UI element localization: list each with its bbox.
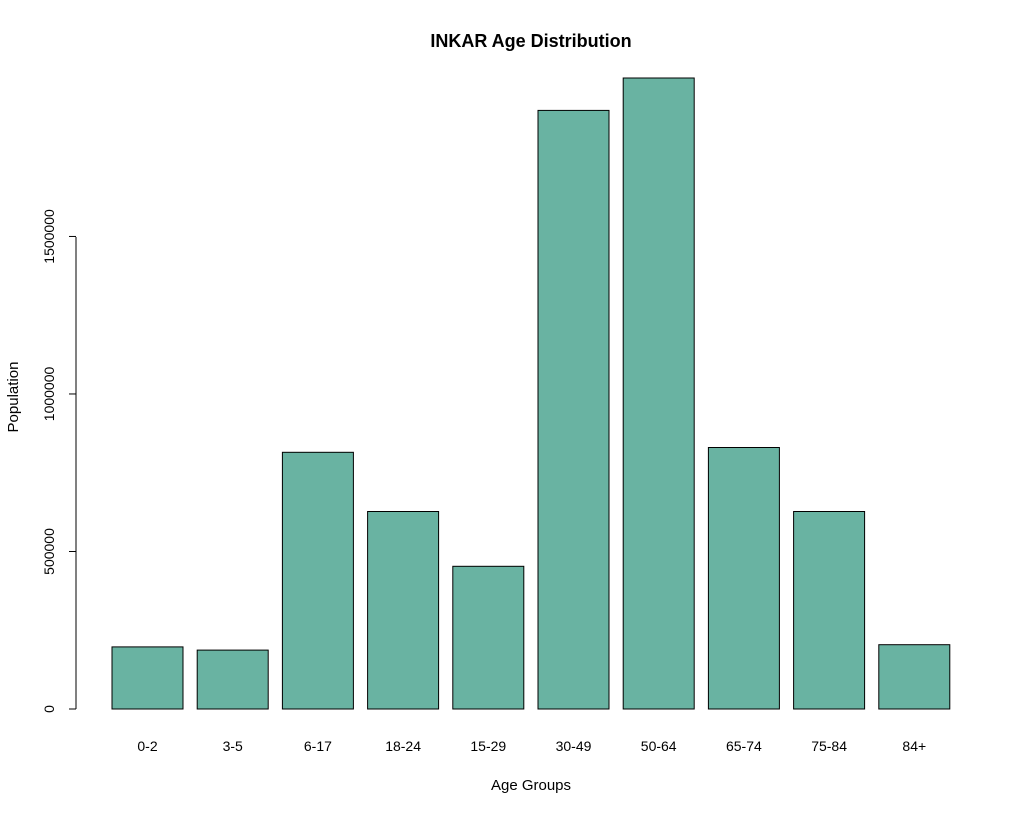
x-tick-label: 30-49	[556, 738, 592, 754]
x-tick-label: 3-5	[223, 738, 243, 754]
bar-84+	[878, 644, 951, 710]
x-axis-labels: 0-2 3-5 6-17 18-24 15-29 30-49 50-64 65-74 75-84…	[137, 738, 926, 754]
y-axis-title: Population	[5, 362, 22, 433]
bar-15-29	[452, 565, 525, 710]
bar-65-74	[707, 447, 780, 710]
x-tick-label: 75-84	[811, 738, 847, 754]
bar-3-5	[196, 649, 269, 710]
x-tick-label: 6-17	[304, 738, 332, 754]
y-tick-label: 1500000	[41, 209, 57, 264]
bar-50-64	[622, 77, 695, 710]
bar-6-17	[281, 451, 354, 710]
x-tick-label: 65-74	[726, 738, 762, 754]
x-tick-label: 50-64	[641, 738, 677, 754]
x-tick-label: 0-2	[137, 738, 157, 754]
x-tick-label: 84+	[902, 738, 926, 754]
y-axis-ticks: 0 500000 1000000 1500000	[41, 209, 76, 713]
x-tick-label: 15-29	[470, 738, 506, 754]
bar-75-84	[793, 511, 866, 710]
x-axis-title: Age Groups	[491, 777, 571, 794]
bar-18-24	[367, 511, 440, 710]
bar-30-49	[537, 109, 610, 710]
x-tick-label: 18-24	[385, 738, 421, 754]
y-tick-label: 1000000	[41, 367, 57, 422]
bar-0-2	[111, 646, 184, 710]
chart-title: INKAR Age Distribution	[430, 31, 631, 51]
bars	[111, 77, 951, 710]
y-tick-label: 500000	[41, 528, 57, 575]
y-tick-label: 0	[41, 705, 57, 713]
